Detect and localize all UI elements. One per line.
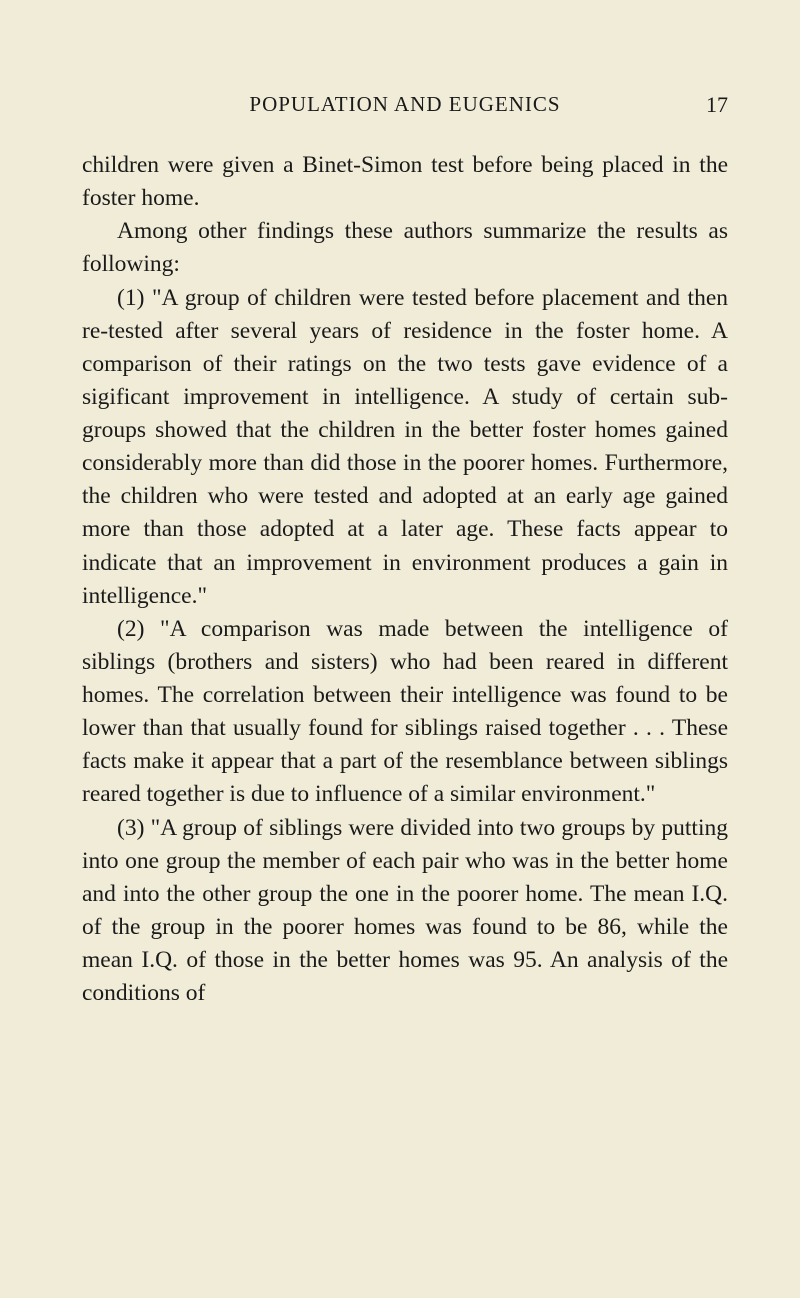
running-title: POPULATION AND EUGENICS bbox=[249, 92, 560, 117]
paragraph: children were given a Binet-Simon test b… bbox=[82, 149, 728, 215]
paragraph: (1) "A group of children were tested bef… bbox=[82, 282, 728, 613]
paragraph: (3) "A group of siblings were divided in… bbox=[82, 812, 728, 1011]
page-header: POPULATION AND EUGENICS 17 bbox=[82, 92, 728, 117]
paragraph: (2) "A comparison was made between the i… bbox=[82, 613, 728, 812]
paragraph: Among other findings these authors summa… bbox=[82, 215, 728, 281]
page-number: 17 bbox=[706, 92, 728, 118]
body-text: children were given a Binet-Simon test b… bbox=[82, 149, 728, 1010]
